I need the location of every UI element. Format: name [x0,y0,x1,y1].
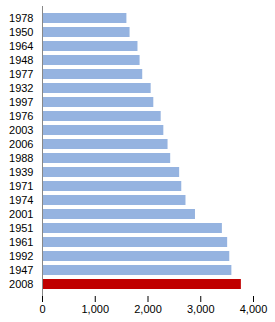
svg-text:1988: 1988 [9,152,33,164]
svg-text:1950: 1950 [9,26,33,38]
svg-text:1948: 1948 [9,54,33,66]
svg-text:1961: 1961 [9,236,33,248]
svg-text:1939: 1939 [9,166,33,178]
svg-text:1974: 1974 [9,194,33,206]
svg-text:2001: 2001 [9,208,33,220]
svg-text:1992: 1992 [9,250,33,262]
svg-text:3,000: 3,000 [187,303,215,315]
svg-text:1976: 1976 [9,110,33,122]
svg-text:2008: 2008 [9,278,33,290]
svg-text:1978: 1978 [9,12,33,24]
svg-text:2003: 2003 [9,124,33,136]
svg-text:1932: 1932 [9,82,33,94]
svg-text:1,000: 1,000 [81,303,109,315]
svg-text:1997: 1997 [9,96,33,108]
svg-text:4,000: 4,000 [240,303,268,315]
svg-text:1947: 1947 [9,264,33,276]
svg-text:1964: 1964 [9,40,33,52]
svg-text:0: 0 [39,303,45,315]
svg-text:1951: 1951 [9,222,33,234]
svg-text:2006: 2006 [9,138,33,150]
svg-text:1977: 1977 [9,68,33,80]
svg-text:1971: 1971 [9,180,33,192]
svg-text:2,000: 2,000 [134,303,162,315]
